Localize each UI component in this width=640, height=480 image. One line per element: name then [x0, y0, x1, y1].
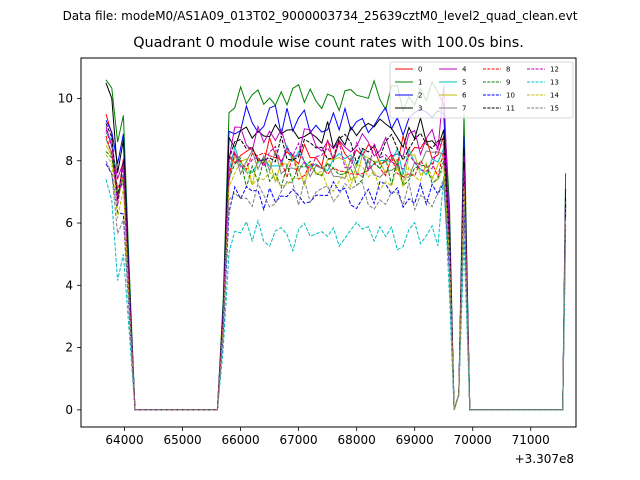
- x-tick-label: 70000: [454, 433, 492, 447]
- plot-frame: [80, 57, 577, 428]
- x-tick-label: 65000: [163, 433, 201, 447]
- legend-label-13: 13: [550, 79, 559, 87]
- x-tick-label: 64000: [105, 433, 143, 447]
- legend-label-5: 5: [462, 79, 466, 87]
- series-line-14: [105, 154, 567, 411]
- legend-label-9: 9: [506, 79, 510, 87]
- legend-label-15: 15: [550, 105, 559, 113]
- legend-label-1: 1: [418, 79, 422, 87]
- series-line-3: [105, 82, 567, 411]
- y-axis: 0 2 4 6 8 10: [58, 91, 81, 417]
- series-lines: [105, 79, 567, 411]
- series-line-8: [105, 135, 567, 411]
- series-line-5: [105, 132, 567, 411]
- legend-label-14: 14: [550, 92, 559, 100]
- y-tick-label: 2: [65, 341, 73, 355]
- legend-label-2: 2: [418, 92, 422, 100]
- series-line-7: [105, 138, 567, 411]
- series-line-4: [105, 85, 567, 411]
- chart-title: Quadrant 0 module wise count rates with …: [133, 35, 524, 51]
- y-tick-label: 6: [65, 216, 73, 230]
- figure-suptitle: Data file: modeM0/AS1A09_013T02_90000037…: [62, 9, 578, 23]
- series-line-11: [105, 123, 567, 411]
- legend-label-3: 3: [418, 105, 422, 113]
- series-line-1: [105, 79, 567, 411]
- legend-label-10: 10: [506, 92, 515, 100]
- y-tick-label: 10: [58, 91, 73, 105]
- x-axis: 64000 65000 66000 67000 68000 69000 70000 71000: [105, 427, 550, 447]
- series-line-13: [105, 176, 567, 411]
- y-tick-label: 8: [65, 154, 73, 168]
- series-line-15: [105, 160, 567, 411]
- x-tick-label: 67000: [280, 433, 318, 447]
- x-axis-offset: +3.307e8: [514, 452, 574, 466]
- legend-label-12: 12: [550, 66, 559, 74]
- series-line-9: [105, 151, 567, 411]
- x-tick-label: 68000: [338, 433, 376, 447]
- legend-label-4: 4: [462, 66, 467, 74]
- x-tick-label: 69000: [396, 433, 434, 447]
- legend-label-0: 0: [418, 66, 422, 74]
- x-tick-label: 66000: [221, 433, 259, 447]
- x-tick-label: 71000: [512, 433, 550, 447]
- series-line-10: [105, 163, 567, 411]
- series-line-12: [105, 129, 567, 411]
- legend-label-7: 7: [462, 105, 466, 113]
- legend-label-11: 11: [506, 105, 515, 113]
- y-tick-label: 0: [65, 403, 73, 417]
- y-tick-label: 4: [65, 278, 73, 292]
- legend-box: [389, 61, 574, 119]
- legend-label-8: 8: [506, 66, 510, 74]
- legend-label-6: 6: [462, 92, 467, 100]
